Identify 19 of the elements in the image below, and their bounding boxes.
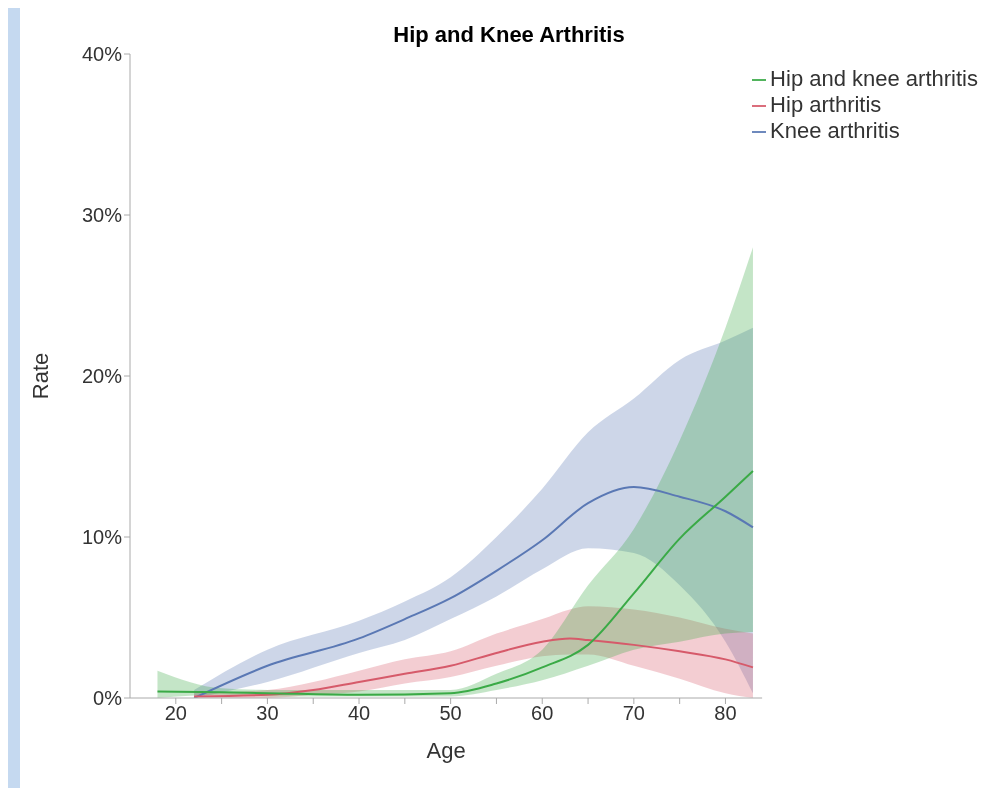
x-tick-label: 60 <box>531 702 554 725</box>
x-axis-title: Age <box>426 738 466 763</box>
x-tick-label: 30 <box>256 702 279 725</box>
x-tick-label: 40 <box>347 702 371 725</box>
y-tick-label: 40% <box>81 43 123 66</box>
y-axis-title: Rate <box>27 352 53 400</box>
legend-label: Hip and knee arthritis <box>770 66 978 91</box>
y-tick-label: 10% <box>81 526 123 549</box>
y-tick-label: 20% <box>81 365 123 388</box>
x-tick-label: 70 <box>622 702 645 725</box>
chart-title: Hip and Knee Arthritis <box>393 22 625 47</box>
legend-label: Knee arthritis <box>770 118 900 143</box>
y-tick-label: 30% <box>81 204 123 227</box>
x-tick-label: 50 <box>439 702 462 725</box>
x-tick-label: 20 <box>164 702 187 725</box>
y-tick-label: 0% <box>93 687 123 710</box>
x-tick-label: 80 <box>714 702 737 725</box>
legend-label: Hip arthritis <box>770 92 882 117</box>
line-series <box>193 637 754 698</box>
